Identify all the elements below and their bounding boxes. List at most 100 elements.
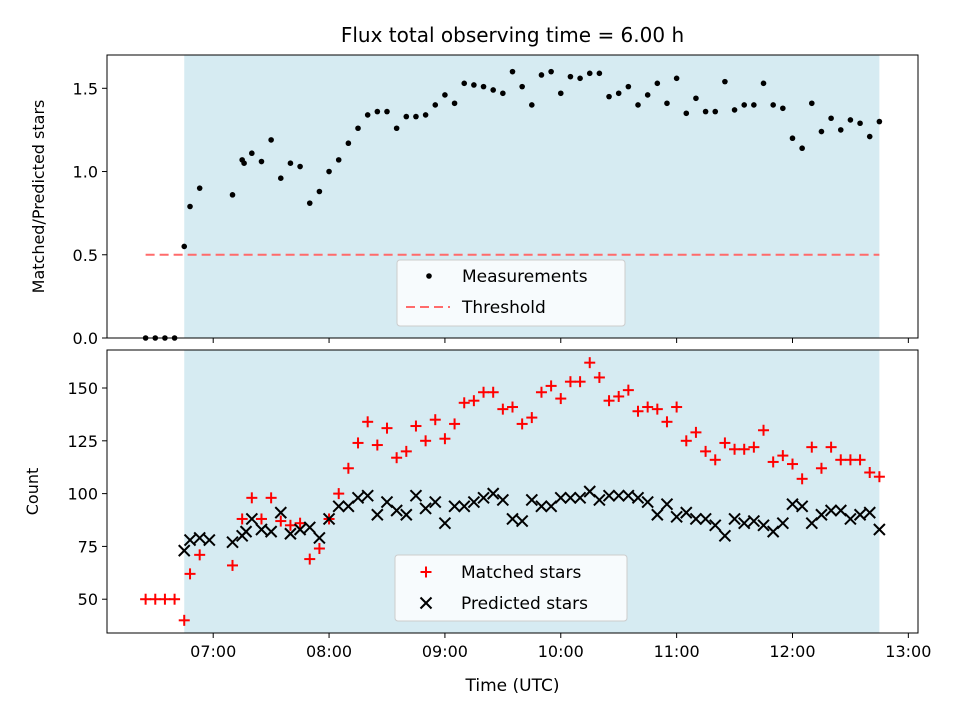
matched-star-point [844, 454, 856, 466]
measurement-point [316, 188, 323, 195]
matched-star-point [342, 462, 354, 474]
top-y-tick-label: 1.0 [73, 163, 98, 182]
bottom-y-tick-label: 75 [78, 537, 98, 556]
measurement-point [187, 203, 193, 210]
legend-label-predicted: Predicted stars [461, 594, 588, 614]
predicted-star-point [226, 535, 239, 549]
legend-label-threshold: Threshold [461, 298, 546, 318]
measurement-point [374, 108, 381, 115]
matched-star-point [255, 513, 267, 525]
matched-star-point [140, 593, 152, 605]
matched-star-point [593, 371, 605, 383]
predicted-star-point [873, 523, 886, 536]
measurement-point [606, 93, 612, 100]
measurement-point [277, 175, 284, 181]
predicted-star-point [515, 514, 529, 528]
predicted-star-point [641, 495, 654, 509]
measurement-point [306, 200, 313, 206]
measurement-point [500, 90, 506, 97]
measurement-point [393, 125, 400, 132]
measurement-point [702, 108, 709, 115]
predicted-star-point [322, 512, 336, 526]
measurement-point [760, 80, 767, 87]
predicted-star-point [409, 489, 423, 502]
measurement-point [693, 95, 699, 102]
matched-star-point [458, 397, 470, 409]
predicted-star-point [293, 523, 307, 536]
measurement-point [722, 78, 728, 85]
legend-marker-predicted [419, 596, 433, 610]
predicted-star-point [371, 508, 384, 521]
matched-star-point [497, 403, 509, 415]
matched-star-point [777, 450, 789, 462]
predicted-star-point [486, 487, 500, 500]
predicted-star-point [573, 491, 587, 505]
measurement-point [335, 157, 342, 163]
matched-star-point [651, 403, 663, 415]
measurement-point [557, 90, 564, 97]
predicted-star-point [351, 491, 365, 505]
top-legend: Measurements Threshold [396, 259, 626, 327]
bottom-x-tick-label: 07:00 [190, 642, 236, 661]
measurement-point [538, 72, 545, 78]
top-legend-box [396, 259, 626, 327]
matched-star-point [410, 420, 422, 432]
chart-title: Flux total observing time = 6.00 h [341, 23, 684, 47]
measurement-point [413, 113, 419, 120]
matched-star-point [400, 445, 412, 457]
top-y-tick-label: 0.0 [73, 329, 98, 348]
predicted-star-point [718, 529, 732, 543]
measurement-point [548, 68, 554, 75]
matched-star-point [758, 424, 770, 436]
matched-star-point [815, 462, 827, 474]
matched-star-point [362, 416, 374, 428]
legend-label-matched: Matched stars [461, 563, 581, 583]
measurement-point [529, 102, 535, 108]
matched-star-point [564, 376, 576, 388]
measurement-point [181, 243, 188, 250]
predicted-star-point [631, 491, 645, 505]
bottom-y-tick-label: 125 [67, 432, 98, 451]
predicted-star-point [747, 514, 761, 528]
measurement-point [451, 100, 458, 107]
matched-star-point [526, 412, 538, 424]
measurement-point [789, 135, 796, 142]
measurement-point [808, 100, 815, 107]
predicted-star-point [622, 489, 635, 502]
predicted-star-point [757, 519, 770, 532]
measurement-point [287, 160, 294, 167]
matched-star-point [381, 422, 393, 434]
measurement-point [196, 185, 203, 191]
measurement-point [567, 73, 574, 80]
measurement-point [731, 107, 738, 113]
measurement-point [490, 87, 496, 93]
predicted-star-point [467, 495, 481, 509]
measurement-point [241, 160, 247, 167]
measurement-point [847, 117, 854, 123]
measurement-point [586, 70, 593, 77]
predicted-star-point [709, 519, 722, 532]
predicted-star-point [183, 533, 197, 547]
predicted-star-point [284, 527, 297, 540]
top-y-axis-label: Matched/Predicted stars [29, 100, 48, 294]
predicted-star-point [815, 508, 828, 521]
matched-star-point [275, 515, 287, 527]
matched-star-point [786, 458, 798, 470]
predicted-star-point [853, 508, 867, 521]
bottom-x-tick-label: 10:00 [538, 642, 584, 661]
bottom-y-tick-label: 100 [67, 485, 98, 504]
matched-star-points [140, 357, 885, 626]
measurement-point [461, 80, 468, 87]
predicted-star-point [496, 493, 510, 507]
matched-star-point [284, 519, 296, 531]
matched-star-point [738, 443, 750, 455]
matched-star-point [429, 414, 441, 426]
matched-star-point [535, 386, 547, 398]
bottom-y-tick-label: 50 [78, 590, 98, 609]
bottom-legend: Matched stars Predicted stars [394, 554, 628, 622]
matched-star-point [584, 357, 596, 369]
matched-star-point [371, 439, 383, 451]
legend-label-measurements: Measurements [462, 267, 588, 287]
